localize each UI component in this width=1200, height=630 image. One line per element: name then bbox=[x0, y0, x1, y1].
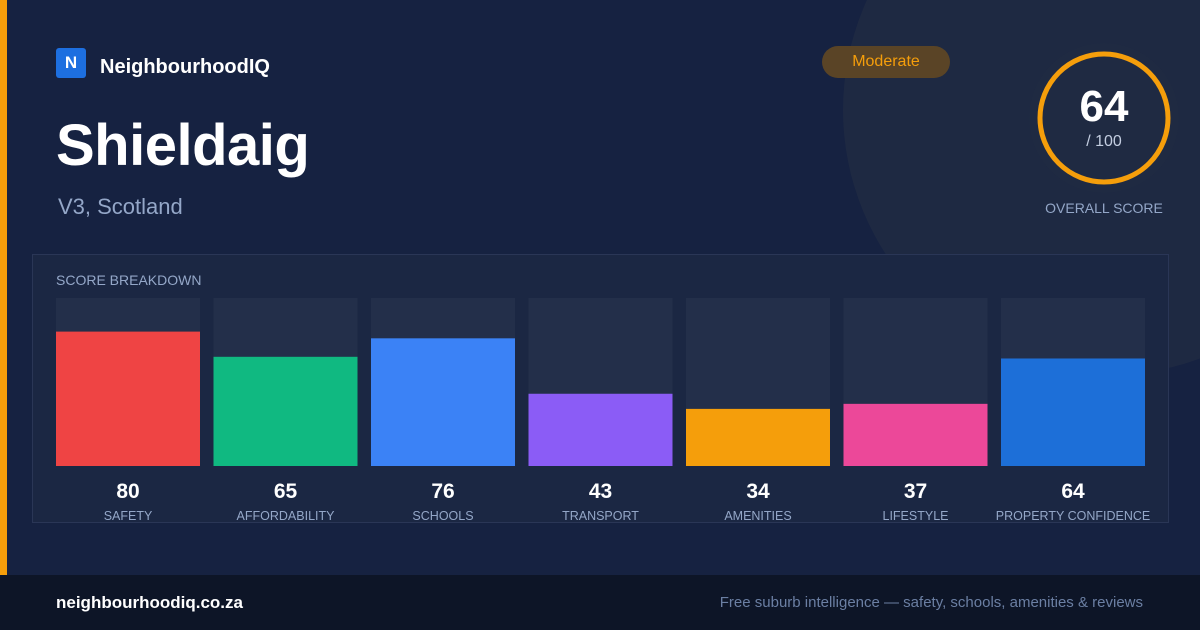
bar-label-safety: SAFETY bbox=[104, 509, 153, 523]
score-breakdown-chart: 80 SAFETY 65 AFFORDABILITY 76 SCHOOLS 43 TRANSP… bbox=[56, 331, 1151, 523]
bar-value-affordability: 65 bbox=[274, 480, 298, 503]
bar-value-amenities: 34 bbox=[746, 480, 770, 503]
bar-label-lifestyle: LIFESTYLE bbox=[883, 509, 949, 523]
bar-amenities bbox=[686, 408, 830, 466]
bar-label-amenities: AMENITIES bbox=[724, 509, 791, 523]
bar-value-schools: 76 bbox=[431, 480, 454, 503]
brand-logo-icon: N bbox=[56, 47, 86, 78]
brand: N NeighbourhoodIQ bbox=[56, 46, 270, 79]
location-title: Shieldaig bbox=[56, 113, 310, 178]
rating-badge: Moderate bbox=[822, 46, 950, 78]
bar-label-transport: TRANSPORT bbox=[562, 509, 639, 523]
brand-name: NeighbourhoodIQ bbox=[100, 56, 270, 78]
bar-label-affordability: AFFORDABILITY bbox=[237, 509, 336, 523]
bar-schools bbox=[371, 338, 515, 466]
bar-value-lifestyle: 37 bbox=[904, 480, 927, 503]
score-ring-graphic bbox=[1029, 43, 1179, 193]
bar-transport bbox=[528, 393, 673, 466]
accent-bar bbox=[0, 0, 7, 575]
location-region: V3, Scotland bbox=[58, 194, 183, 219]
bar-property-confidence bbox=[1001, 358, 1145, 466]
overall-score-value: 64 bbox=[1079, 82, 1129, 131]
footer-url-link[interactable]: neighbourhoodiq.co.za bbox=[56, 593, 243, 612]
bar-value-transport: 43 bbox=[589, 480, 612, 503]
overall-score-max: / 100 bbox=[1086, 133, 1122, 150]
footer-tagline: Free suburb intelligence — safety, schoo… bbox=[719, 594, 1143, 611]
bar-affordability bbox=[213, 356, 358, 466]
bar-label-property-confidence: PROPERTY CONFIDENCE bbox=[996, 509, 1150, 523]
share-card: N NeighbourhoodIQ Shieldaig V3, Scotland… bbox=[0, 0, 1179, 575]
bar-safety bbox=[56, 331, 200, 466]
overall-score-ring: 64 / 100 bbox=[1029, 43, 1179, 193]
bar-lifestyle bbox=[843, 403, 988, 466]
footer: neighbourhoodiq.co.za Free suburb intell… bbox=[0, 575, 1200, 630]
bar-label-schools: SCHOOLS bbox=[412, 509, 473, 523]
score-ring-arc bbox=[1037, 51, 1171, 185]
bar-value-property-confidence: 64 bbox=[1061, 480, 1085, 503]
overall-score-label: OVERALL SCORE bbox=[1045, 200, 1163, 216]
score-breakdown-title: SCORE BREAKDOWN bbox=[56, 272, 202, 288]
bar-value-safety: 80 bbox=[116, 480, 139, 503]
